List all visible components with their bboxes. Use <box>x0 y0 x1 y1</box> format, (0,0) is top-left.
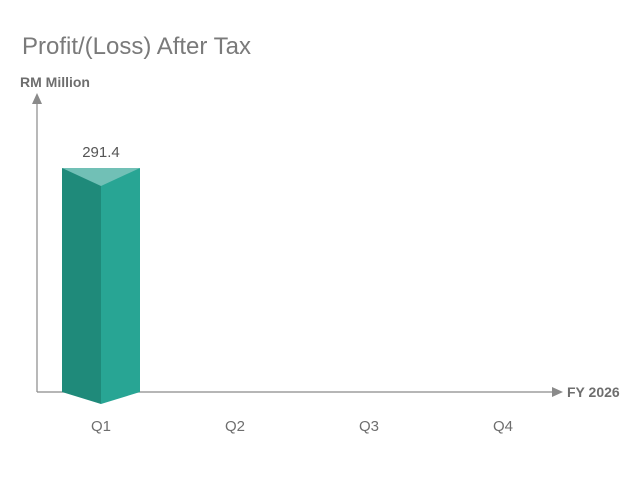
x-tick-label-q3: Q3 <box>359 418 379 435</box>
x-tick-label-q4: Q4 <box>493 418 513 435</box>
y-axis-label: RM Million <box>20 74 90 90</box>
bar-face-top <box>62 168 140 186</box>
bar-q1 <box>62 168 140 404</box>
data-label-q1: 291.4 <box>82 144 120 161</box>
x-axis-label: FY 2026 <box>567 384 620 400</box>
bars-group <box>62 168 140 404</box>
x-tick-label-q2: Q2 <box>225 418 245 435</box>
bar-face-right <box>101 168 140 404</box>
x-tick-label-q1: Q1 <box>91 418 111 435</box>
y-axis-arrow-icon <box>32 93 42 104</box>
labels-group: Q1 291.4 Q2 Q3 Q4 <box>82 144 513 435</box>
x-axis-arrow-icon <box>552 387 563 397</box>
bar-face-left <box>62 168 101 404</box>
chart-title: Profit/(Loss) After Tax <box>22 33 251 60</box>
